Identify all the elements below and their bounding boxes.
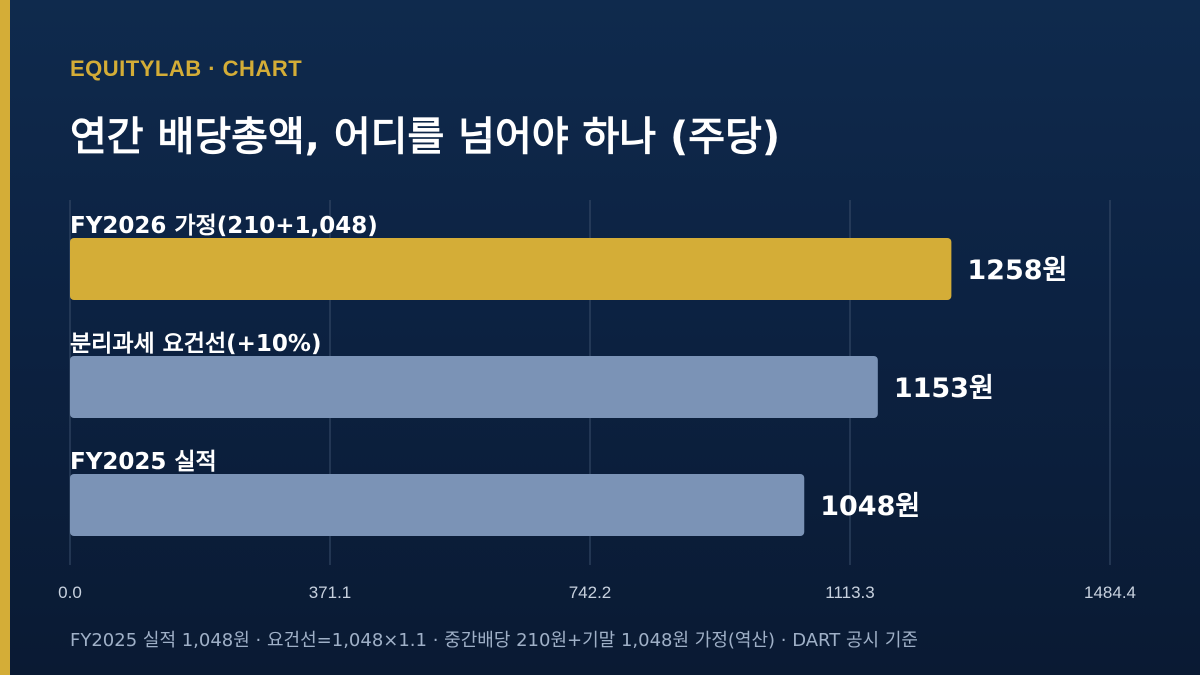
value-label: 1258원: [967, 255, 1067, 286]
x-axis-ticks: 0.0 371.1 742.2 1113.3 1484.4: [58, 583, 1136, 602]
bar: [70, 474, 805, 536]
value-label: 1048원: [820, 491, 920, 522]
x-tick-label: 1113.3: [825, 583, 874, 602]
footnote: FY2025 실적 1,048원 · 요건선=1,048×1.1 · 중간배당 …: [70, 630, 918, 651]
bar: [70, 238, 952, 300]
x-tick-label: 1484.4: [1084, 583, 1136, 602]
category-label: 분리과세 요건선(+10%): [70, 331, 321, 357]
x-tick-label: 0.0: [58, 583, 82, 602]
bar: [70, 356, 878, 418]
category-label: FY2026 가정(210+1,048): [70, 213, 378, 239]
x-tick-label: 371.1: [309, 583, 352, 602]
category-label: FY2025 실적: [70, 449, 217, 475]
x-tick-label: 742.2: [569, 583, 612, 602]
value-label: 1153원: [894, 373, 994, 404]
accent-stripe: [0, 0, 10, 675]
brand-label: EQUITYLAB · CHART: [70, 56, 303, 81]
page-title: 연간 배당총액, 어디를 넘어야 하나 (주당): [70, 114, 781, 160]
